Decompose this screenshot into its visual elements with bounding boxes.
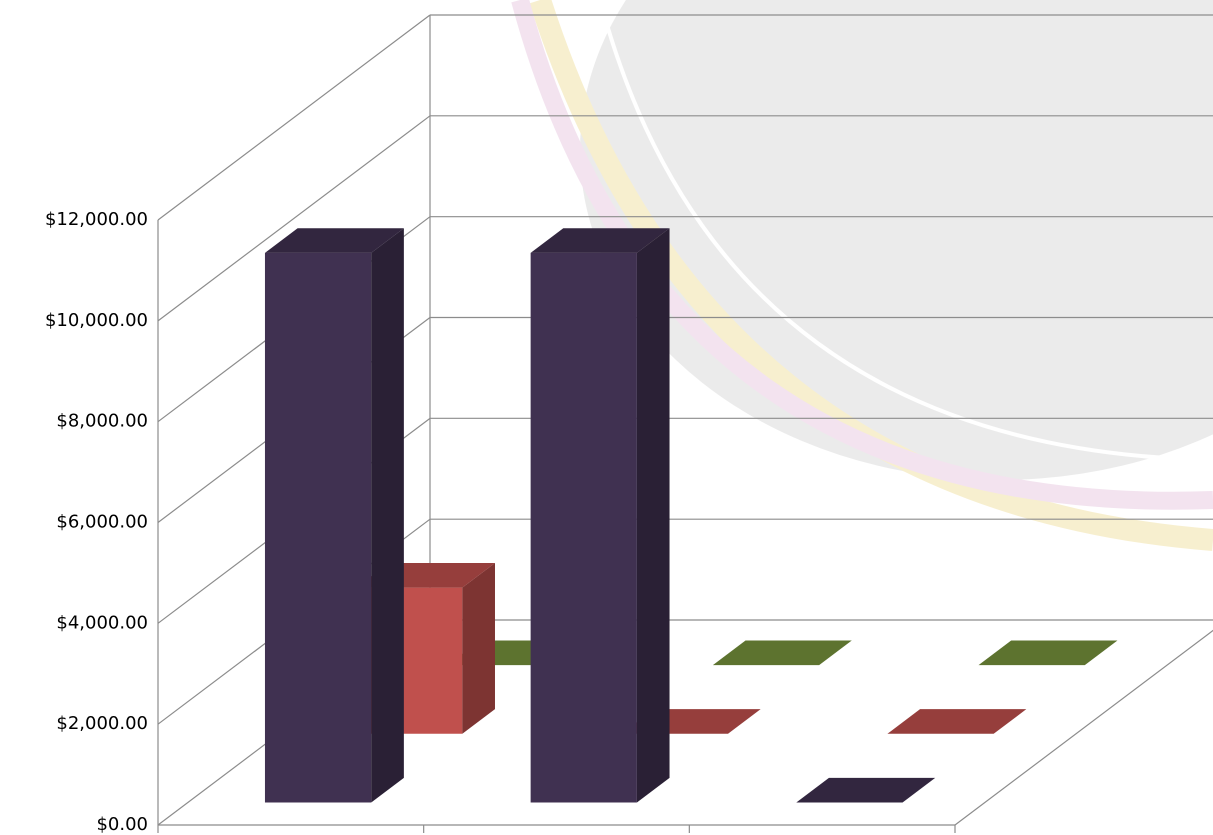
y-tick-label: $10,000.00 [45, 310, 148, 331]
y-tick-label: $8,000.00 [56, 411, 148, 432]
bar-top [978, 640, 1118, 666]
bar-side [371, 228, 404, 803]
bar-top [712, 640, 852, 666]
floor-edge [954, 629, 1213, 826]
y-tick-label: $0.00 [96, 814, 148, 835]
bar-top [796, 777, 936, 803]
y-tick-label: $4,000.00 [56, 612, 148, 633]
bar-side [636, 228, 670, 803]
grid-line [157, 14, 431, 221]
bar-top [530, 228, 670, 253]
grid-line [157, 115, 431, 322]
y-tick-label: $6,000.00 [56, 512, 148, 533]
bar-top [887, 709, 1027, 734]
y-tick-label: $12,000.00 [45, 209, 148, 230]
bar-front [264, 252, 372, 803]
background-decoration [511, 0, 1213, 551]
bar-top [264, 228, 404, 253]
bar-side [462, 562, 495, 734]
y-tick-label: $2,000.00 [56, 713, 148, 734]
bar-front [530, 252, 637, 803]
